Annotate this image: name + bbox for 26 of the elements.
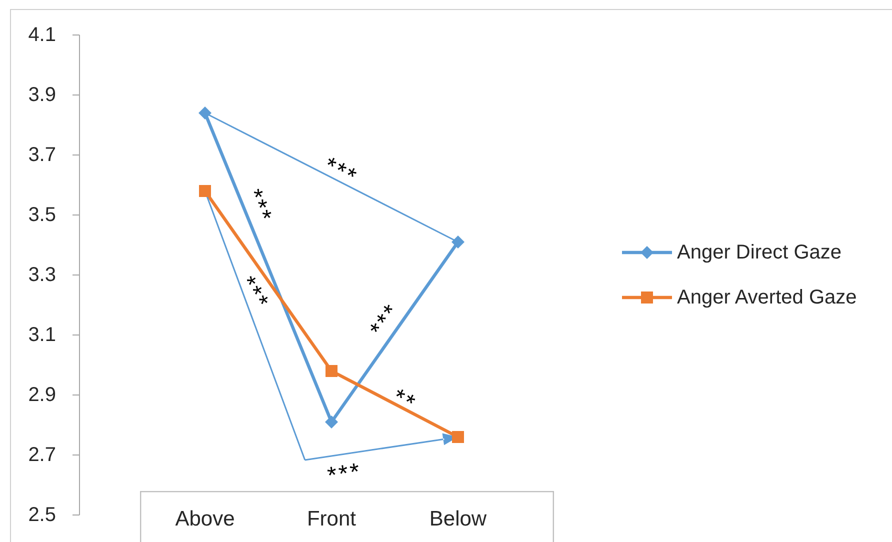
point	[326, 365, 338, 377]
legend-label: Anger Averted Gaze	[677, 286, 857, 308]
point	[452, 431, 464, 443]
y-tick-label: 4.1	[28, 24, 56, 46]
x-tick-label: Above	[175, 508, 235, 530]
annotation: ***	[240, 186, 278, 228]
x-tick-label: Front	[306, 508, 356, 530]
y-tick-label: 3.1	[28, 324, 56, 346]
point	[199, 185, 211, 197]
y-tick-label: 2.5	[28, 504, 56, 526]
point	[325, 416, 338, 428]
y-tick-label: 3.7	[28, 144, 56, 166]
annotation: ***	[326, 458, 364, 490]
legend-label: Anger Direct Gaze	[677, 242, 842, 264]
annotation: ***	[319, 152, 362, 192]
y-tick-label: 2.9	[28, 384, 56, 406]
y-tick-label: 3.3	[28, 264, 56, 286]
y-tick-label: 2.7	[28, 444, 56, 466]
y-tick-label: 3.5	[28, 204, 56, 226]
point	[452, 236, 464, 248]
point	[198, 106, 212, 120]
annotation: **	[388, 384, 421, 418]
annotation: ***	[234, 272, 275, 315]
x-tick-label: Below	[429, 508, 488, 530]
y-tick-label: 3.9	[28, 84, 56, 106]
annotation: ***	[364, 298, 406, 342]
